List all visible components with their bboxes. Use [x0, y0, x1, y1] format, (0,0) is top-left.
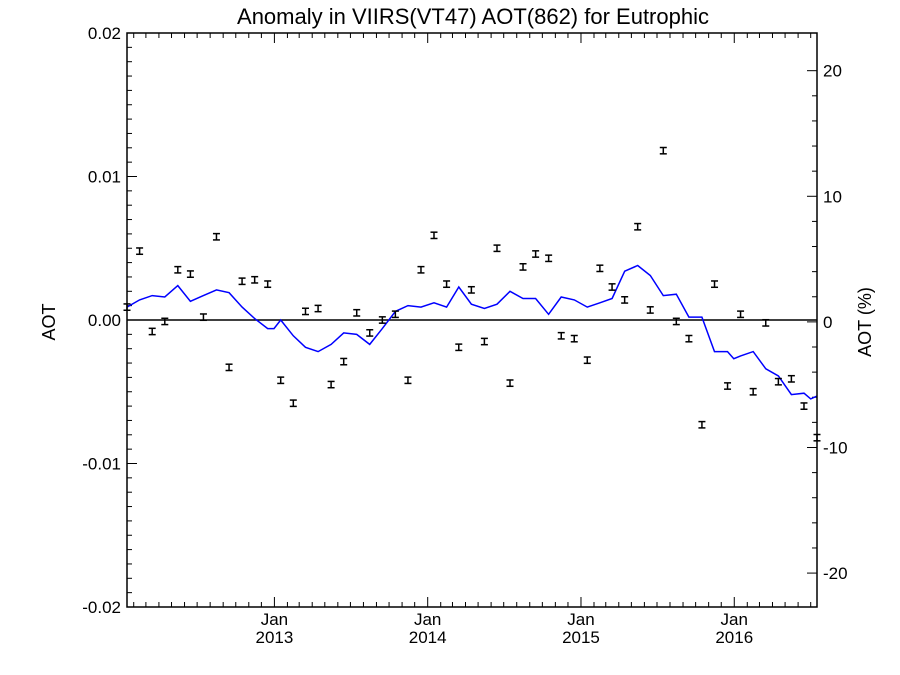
y-axis-right-label: AOT (%) — [855, 287, 875, 357]
data-point — [174, 265, 182, 274]
x-tick-month-label: Jan — [567, 610, 594, 629]
data-point — [659, 146, 667, 155]
data-point — [583, 356, 591, 365]
y-tick-label: 0.01 — [88, 168, 121, 187]
data-point — [672, 317, 680, 326]
plot-frame — [126, 32, 818, 608]
data-point — [596, 264, 604, 273]
data-point — [225, 363, 233, 372]
data-point — [545, 254, 553, 263]
data-point — [455, 343, 463, 352]
data-point — [238, 277, 246, 286]
data-point — [301, 307, 309, 316]
data-point — [800, 402, 808, 411]
data-point — [404, 376, 412, 385]
data-point — [737, 310, 745, 319]
data-point — [634, 222, 642, 231]
data-point — [340, 357, 348, 366]
data-point — [532, 250, 540, 258]
data-point — [557, 331, 565, 340]
x-tick-month-label: Jan — [414, 610, 441, 629]
data-point — [148, 327, 156, 336]
data-point — [787, 374, 795, 383]
data-point — [570, 334, 578, 343]
x-tick-year-label: 2014 — [409, 628, 447, 647]
x-tick-year-label: 2015 — [562, 628, 600, 647]
data-point — [264, 280, 272, 289]
data-point — [698, 420, 706, 429]
running-mean-line — [126, 264, 818, 400]
x-tick-year-label: 2013 — [255, 628, 293, 647]
data-point — [646, 306, 654, 314]
y-right-tick-label: 20 — [823, 62, 842, 81]
y-tick-label: 0.02 — [88, 24, 121, 43]
data-point — [443, 280, 451, 289]
x-tick-year-label: 2016 — [715, 628, 753, 647]
data-point — [430, 231, 438, 240]
data-point — [391, 310, 399, 319]
data-point — [467, 285, 475, 294]
data-point — [749, 387, 757, 396]
data-point — [199, 313, 207, 322]
chart-title: Anomaly in VIIRS(VT47) AOT(862) for Eutr… — [237, 4, 709, 29]
y-tick-label: -0.02 — [82, 598, 121, 617]
axes-layer: 0.020.010.00-0.01-0.0220100-10-20Jan2013… — [82, 24, 847, 647]
data-point — [251, 275, 259, 284]
data-point — [327, 380, 335, 389]
data-point — [711, 280, 719, 289]
data-point — [762, 318, 770, 327]
y-right-tick-label: 0 — [823, 313, 832, 332]
data-point — [212, 232, 220, 241]
y-axis-label: AOT — [39, 303, 59, 340]
data-point — [506, 379, 514, 388]
x-tick-month-label: Jan — [721, 610, 748, 629]
data-point — [136, 247, 144, 256]
data-point — [289, 399, 297, 408]
data-point — [519, 262, 527, 271]
data-point — [186, 270, 194, 278]
data-point — [774, 377, 782, 386]
y-right-tick-label: 10 — [823, 187, 842, 206]
data-point — [724, 382, 732, 390]
data-point — [480, 337, 488, 346]
y-right-tick-label: -10 — [823, 438, 848, 457]
data-point — [608, 283, 616, 291]
data-point — [417, 265, 425, 274]
data-point — [314, 304, 322, 313]
data-point — [277, 376, 285, 385]
data-point — [685, 334, 693, 343]
y-tick-label: 0.00 — [88, 311, 121, 330]
data-point — [493, 244, 501, 253]
y-tick-label: -0.01 — [82, 455, 121, 474]
data-point — [621, 296, 629, 304]
x-tick-month-label: Jan — [261, 610, 288, 629]
y-right-tick-label: -20 — [823, 564, 848, 583]
data-point — [353, 308, 361, 317]
data-point — [161, 317, 169, 326]
data-point — [378, 316, 386, 324]
data-layer — [123, 146, 821, 442]
data-point — [366, 329, 374, 337]
